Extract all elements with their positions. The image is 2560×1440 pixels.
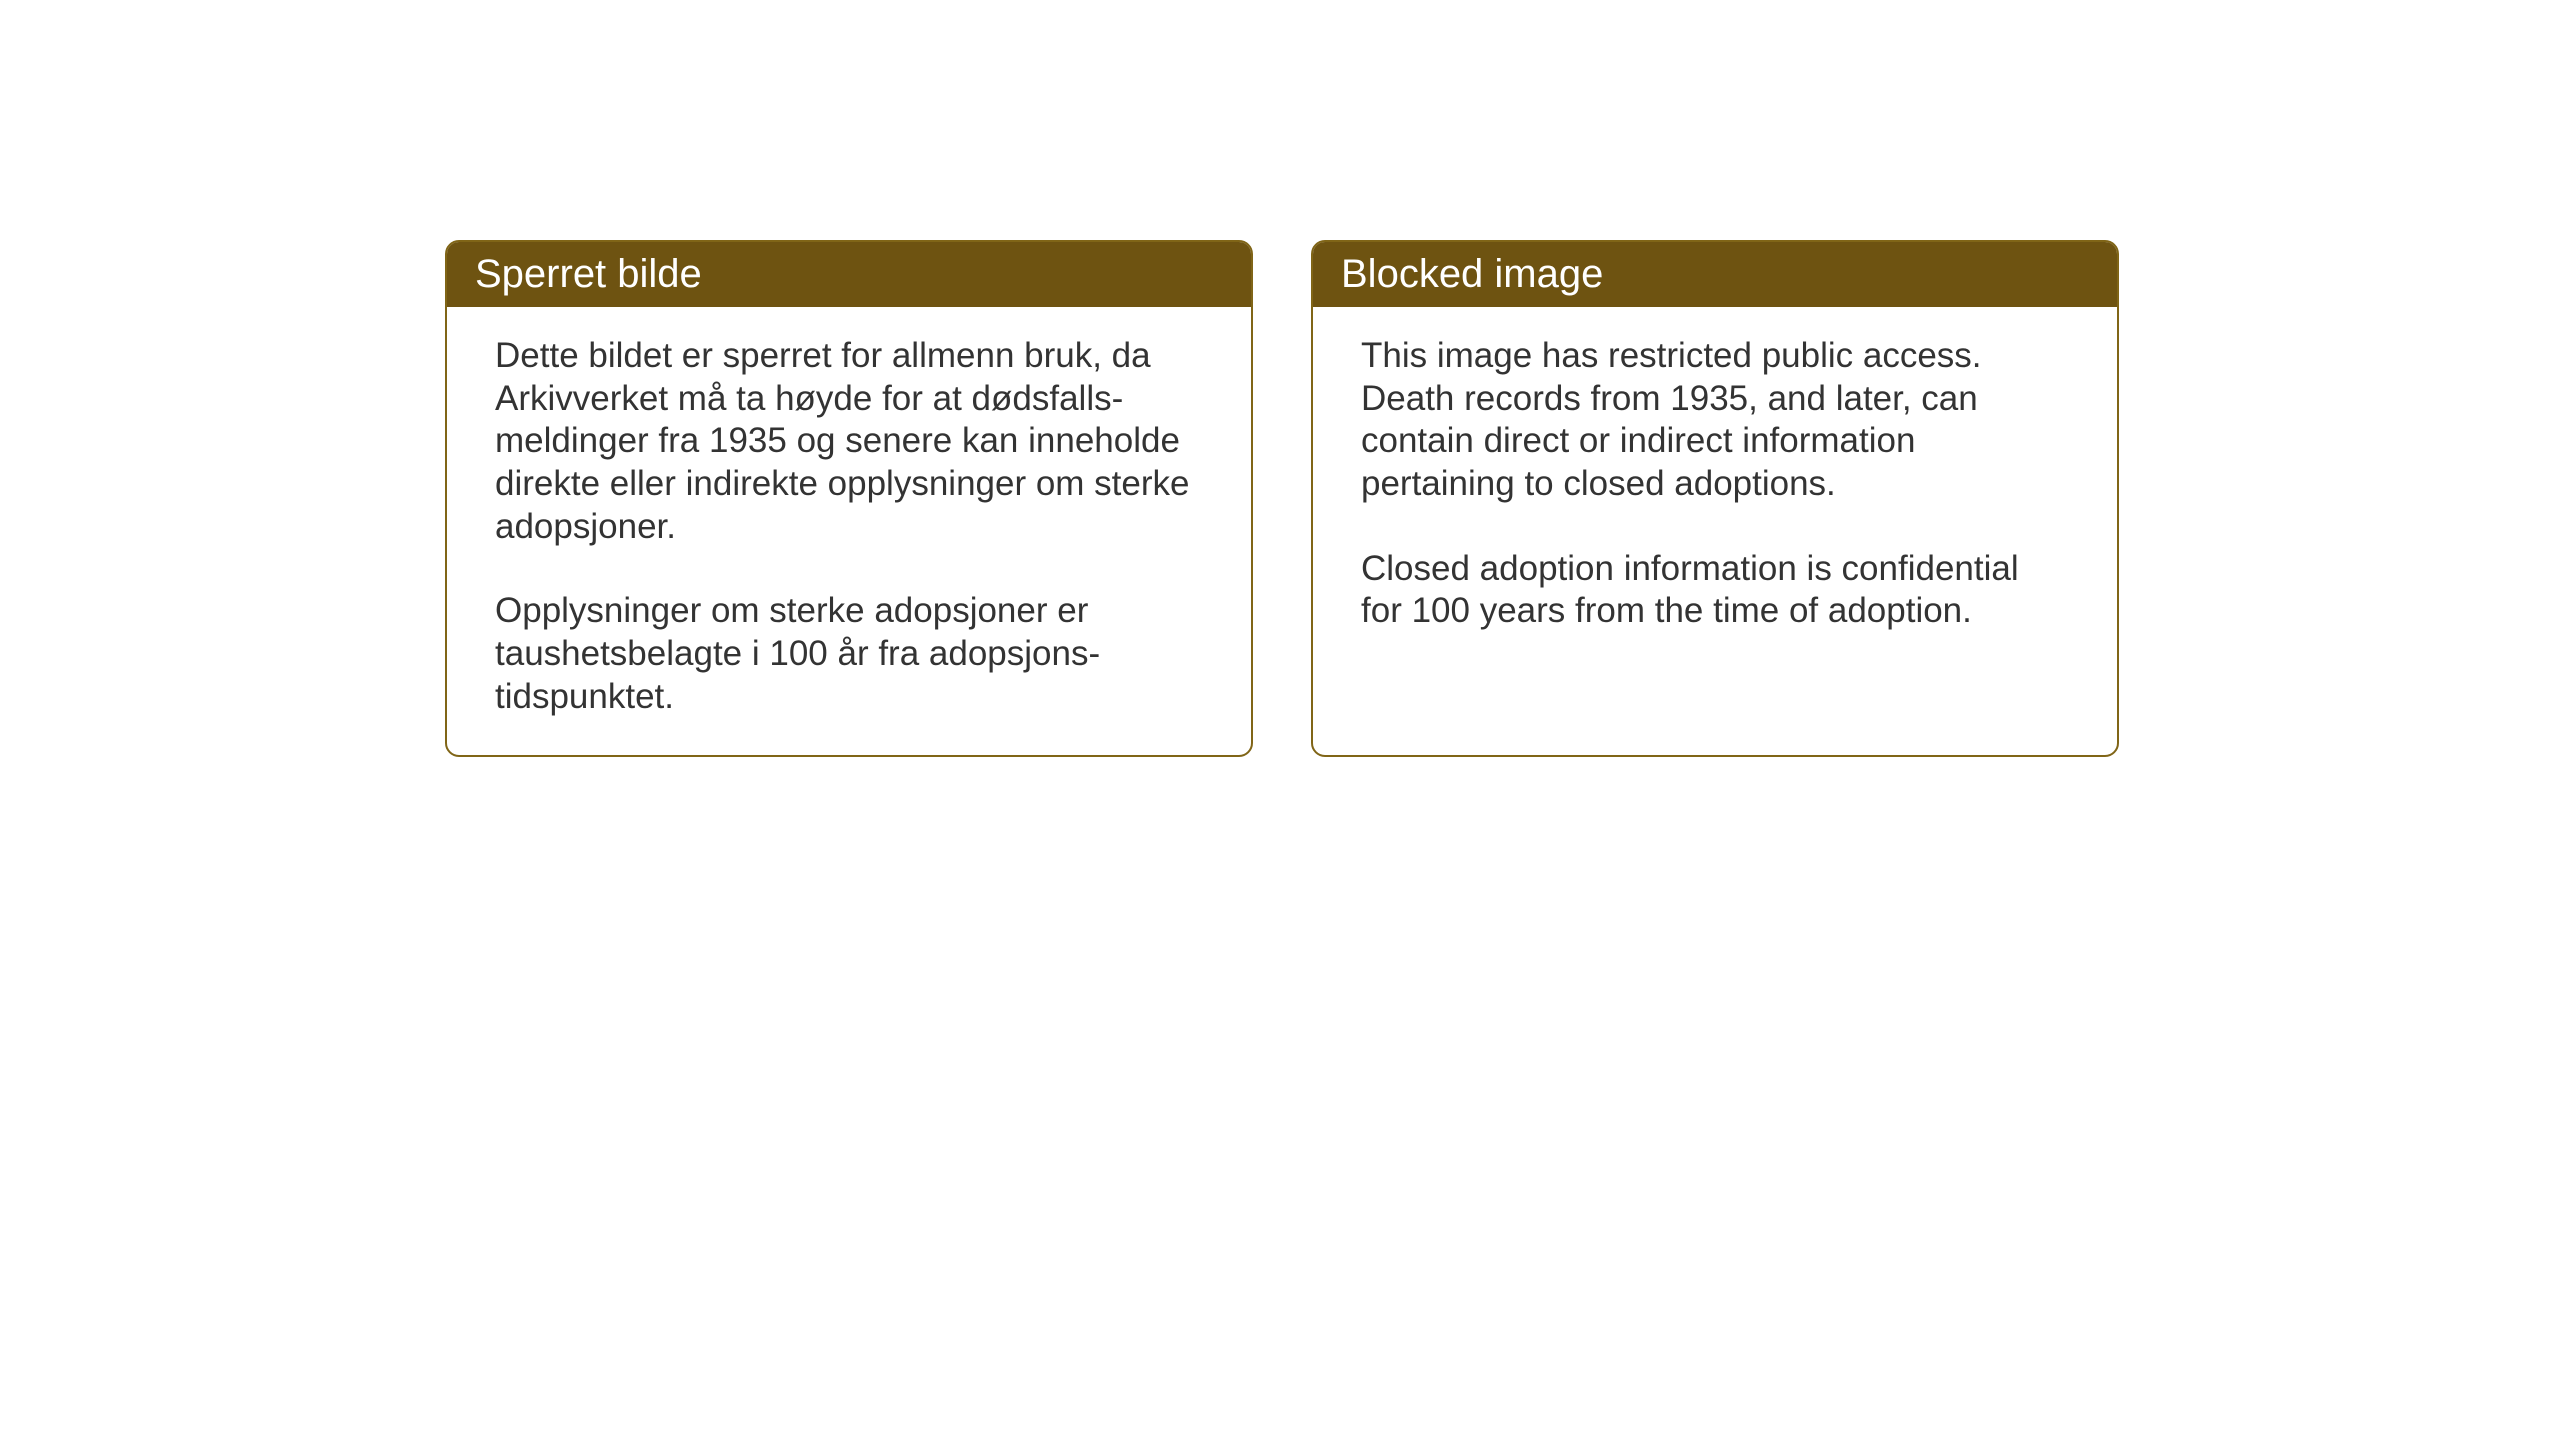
notice-body-norwegian: Dette bildet er sperret for allmenn bruk… [447, 307, 1251, 755]
notice-card-english: Blocked image This image has restricted … [1311, 240, 2119, 757]
notice-card-norwegian: Sperret bilde Dette bildet er sperret fo… [445, 240, 1253, 757]
notice-paragraph-1-norwegian: Dette bildet er sperret for allmenn bruk… [495, 335, 1203, 548]
notice-paragraph-2-norwegian: Opplysninger om sterke adopsjoner er tau… [495, 590, 1203, 718]
notice-title-norwegian: Sperret bilde [475, 252, 702, 296]
notice-paragraph-1-english: This image has restricted public access.… [1361, 335, 2069, 506]
notice-header-norwegian: Sperret bilde [447, 242, 1251, 307]
notice-paragraph-2-english: Closed adoption information is confident… [1361, 548, 2069, 633]
notice-body-english: This image has restricted public access.… [1313, 307, 2117, 743]
notice-header-english: Blocked image [1313, 242, 2117, 307]
notice-container: Sperret bilde Dette bildet er sperret fo… [445, 240, 2119, 757]
notice-title-english: Blocked image [1341, 252, 1603, 296]
